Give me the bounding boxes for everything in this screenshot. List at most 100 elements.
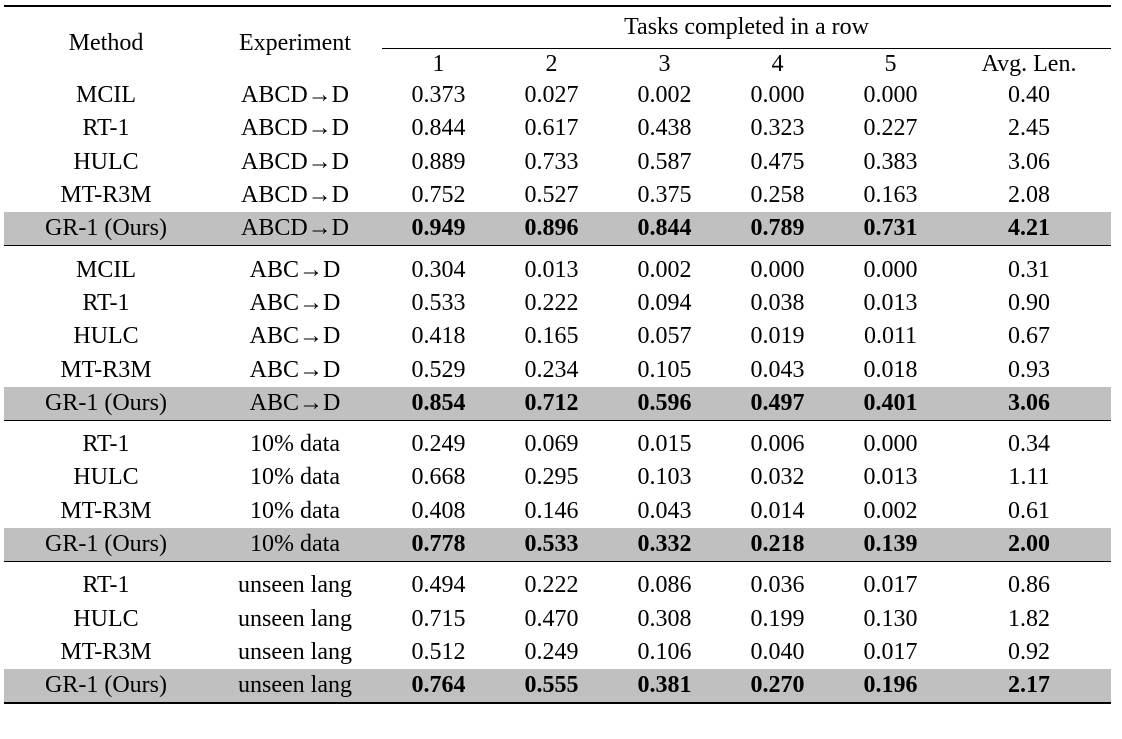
method-cell: GR-1 (Ours) [4,527,208,562]
table-row: GR-1 (Ours) 10% data 0.778 0.533 0.332 0.218 0… [4,527,1112,562]
value-cell-2: 0.712 [495,386,608,421]
avg-len-cell: 0.86 [1008,572,1051,599]
method-cell: HULC [73,605,139,632]
method-cell: GR-1 (Ours) [4,212,208,246]
value-cell-4: 0.258 [750,182,805,209]
table-row: RT-1 10% data 0.249 0.069 0.015 0.006 0.000 0.3… [4,428,1111,461]
value-cell-4: 0.006 [750,431,805,458]
section-divider [4,420,1112,421]
avg-len-cell: 0.67 [1008,323,1051,350]
value-cell-1: 0.668 [411,464,466,491]
value-cell-3: 0.438 [637,115,692,142]
value-cell-5: 0.401 [834,386,947,421]
avg-len-cell: 0.31 [1008,256,1051,283]
value-cell-4: 0.475 [750,148,805,175]
method-cell: HULC [73,148,139,175]
experiment-cell: 10% data [250,497,340,524]
value-cell-3: 0.596 [608,386,721,421]
experiment-cell: ABCD→D [240,182,349,209]
value-cell-2: 0.146 [524,497,579,524]
value-cell-4: 0.014 [750,497,805,524]
table-row: MT-R3M ABC→D 0.529 0.234 0.105 0.043 0.018 0.93 [4,353,1111,386]
value-cell-5: 0.383 [863,148,918,175]
value-cell-5: 0.002 [863,497,918,524]
col-header-2: 2 [545,50,558,77]
experiment-cell: ABC→D [249,256,341,283]
value-cell-5: 0.139 [834,527,947,562]
value-cell-1: 0.373 [411,82,466,109]
value-cell-5: 0.018 [863,356,918,383]
value-cell-3: 0.002 [637,256,692,283]
value-cell-1: 0.854 [382,386,495,421]
method-cell: RT-1 [82,289,130,316]
avg-len-cell: 3.06 [1008,148,1051,175]
table-row: MCIL ABC→D 0.304 0.013 0.002 0.000 0.000 0.31 [4,253,1111,286]
value-cell-4: 0.789 [721,212,834,246]
value-cell-4: 0.199 [750,605,805,632]
header-row-2: 1 2 3 4 5 Avg. Len. [4,49,1111,80]
results-table: Method Experiment Tasks completed in a r… [4,5,1112,705]
value-cell-3: 0.106 [637,638,692,665]
method-cell: RT-1 [82,572,130,599]
value-cell-2: 0.896 [495,212,608,246]
value-cell-3: 0.057 [637,323,692,350]
avg-len-cell: 0.40 [1008,82,1051,109]
value-cell-5: 0.227 [863,115,918,142]
method-cell: MCIL [76,82,136,109]
table-row: HULC ABC→D 0.418 0.165 0.057 0.019 0.011 0.67 [4,320,1111,353]
value-cell-2: 0.533 [495,527,608,562]
value-cell-4: 0.040 [750,638,805,665]
value-cell-2: 0.165 [524,323,579,350]
experiment-cell: ABCD→D [240,148,349,175]
value-cell-2: 0.222 [524,572,579,599]
value-cell-2: 0.249 [524,638,579,665]
experiment-cell: ABCD→D [240,115,349,142]
value-cell-2: 0.527 [524,182,579,209]
experiment-cell: unseen lang [208,669,382,705]
experiment-cell: ABC→D [249,323,341,350]
avg-len-cell: 4.21 [947,212,1112,246]
value-cell-3: 0.308 [637,605,692,632]
table-row: HULC unseen lang 0.715 0.470 0.308 0.199 0.130… [4,602,1111,635]
method-cell: RT-1 [82,115,130,142]
value-cell-2: 0.222 [524,289,579,316]
table-row: GR-1 (Ours) ABC→D 0.854 0.712 0.596 0.497 0.40… [4,386,1112,421]
value-cell-4: 0.038 [750,289,805,316]
method-cell: MCIL [76,256,136,283]
value-cell-1: 0.512 [411,638,466,665]
value-cell-5: 0.130 [863,605,918,632]
experiment-cell: 10% data [208,527,382,562]
value-cell-5: 0.013 [863,464,918,491]
value-cell-1: 0.752 [411,182,466,209]
experiment-cell: 10% data [250,464,340,491]
value-cell-4: 0.000 [750,82,805,109]
value-cell-5: 0.731 [834,212,947,246]
value-cell-2: 0.027 [524,82,579,109]
table-row: MT-R3M ABCD→D 0.752 0.527 0.375 0.258 0.163 2.0… [4,179,1111,212]
value-cell-2: 0.733 [524,148,579,175]
value-cell-1: 0.529 [411,356,466,383]
value-cell-4: 0.000 [750,256,805,283]
method-cell: MT-R3M [60,356,152,383]
experiment-cell: ABC→D [208,386,382,421]
method-header: Method [68,29,144,56]
value-cell-2: 0.617 [524,115,579,142]
experiment-cell: ABCD→D [240,82,349,109]
section-divider [4,561,1112,563]
avg-len-cell: 0.93 [1008,356,1051,383]
avg-len-cell: 0.90 [1008,289,1051,316]
value-cell-1: 0.778 [382,527,495,562]
method-cell: MT-R3M [60,638,152,665]
table-row: HULC 10% data 0.668 0.295 0.103 0.032 0.013 1.1… [4,461,1111,494]
experiment-header: Experiment [239,29,351,56]
value-cell-4: 0.218 [721,527,834,562]
tasks-group-header: Tasks completed in a row [382,6,1112,49]
value-cell-5: 0.017 [863,572,918,599]
avg-len-cell: 2.08 [1008,182,1051,209]
avg-len-cell: 0.92 [1008,638,1051,665]
col-header-1: 1 [432,50,445,77]
experiment-cell: ABCD→D [208,212,382,246]
avg-len-cell: 2.00 [947,527,1112,562]
value-cell-4: 0.019 [750,323,805,350]
value-cell-1: 0.249 [411,431,466,458]
